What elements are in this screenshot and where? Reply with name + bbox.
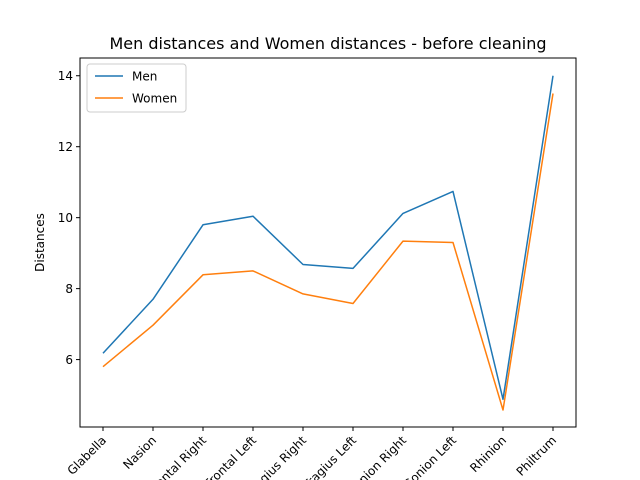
y-axis-label: Distances (33, 213, 47, 272)
legend-label: Women (132, 92, 177, 106)
x-tick-label: Tragius Left (300, 433, 360, 480)
plot-area (79, 57, 577, 428)
legend: Men Women (86, 63, 187, 113)
series-line-men (102, 75, 554, 401)
x-tick-label: Rhinion (467, 433, 509, 475)
y-tick-label: 10 (58, 211, 73, 225)
series-line-women (102, 93, 554, 411)
x-tick-label: Glabella (65, 433, 110, 478)
x-tick-label: Gonion Left (400, 433, 459, 480)
x-tick-label: Philtrum (514, 433, 560, 479)
x-tick-label: Frontal Left (202, 433, 260, 480)
y-tick-label: 14 (58, 69, 73, 83)
y-tick-label: 6 (65, 353, 73, 367)
legend-label: Men (132, 70, 157, 84)
y-tick-label: 8 (65, 282, 73, 296)
y-axis: 6 8 10 12 14 (58, 69, 80, 367)
x-tick-label: Nasion (120, 433, 159, 472)
chart-title: Men distances and Women distances - befo… (109, 34, 546, 53)
series-layer (102, 75, 554, 411)
y-tick-label: 12 (58, 140, 73, 154)
